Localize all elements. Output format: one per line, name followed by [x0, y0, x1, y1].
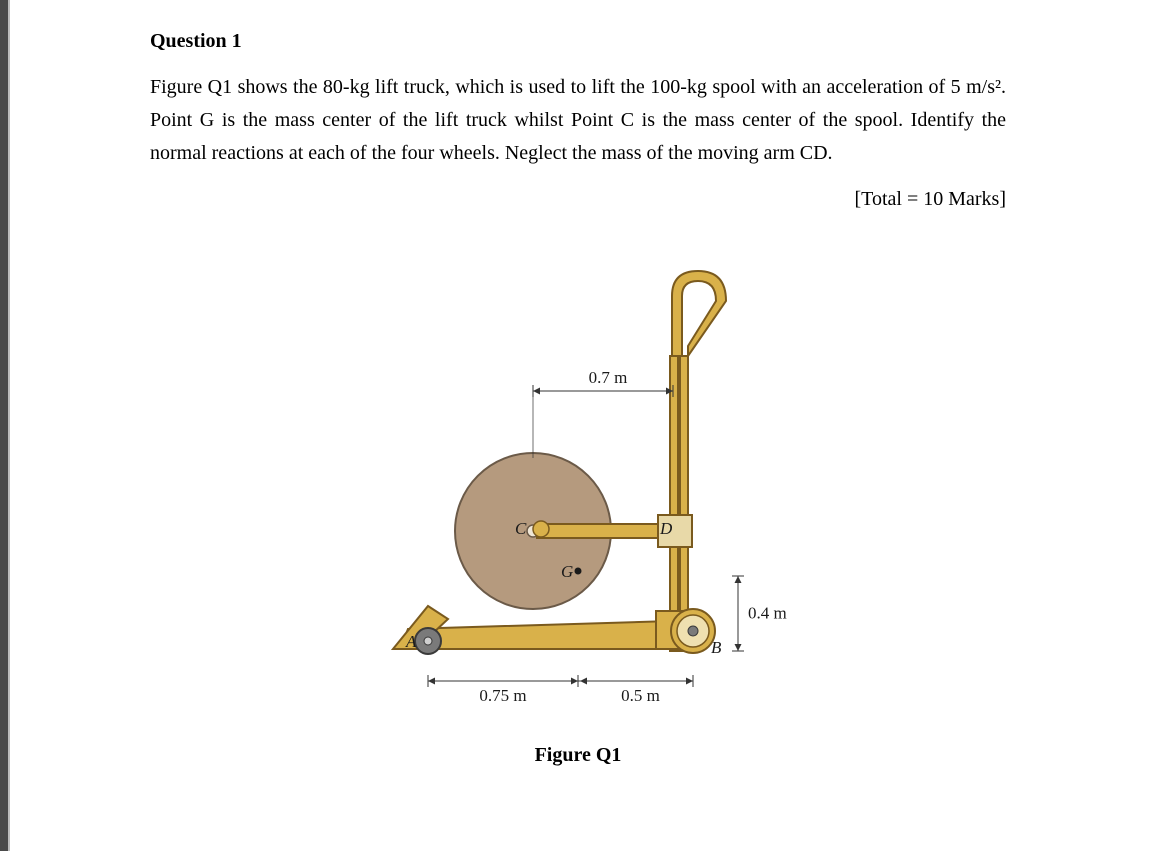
svg-text:0.7 m: 0.7 m: [589, 368, 628, 387]
svg-text:A: A: [405, 632, 417, 651]
svg-text:0.5 m: 0.5 m: [621, 686, 660, 705]
figure-caption: Figure Q1: [368, 744, 788, 767]
svg-text:0.75 m: 0.75 m: [479, 686, 526, 705]
figure-diagram: 0.7 m 0.4 m 0.75 m 0.5 m A B C D G: [368, 251, 788, 721]
page-left-border: [0, 0, 8, 851]
figure-area: 0.7 m 0.4 m 0.75 m 0.5 m A B C D G Figure Q1: [150, 251, 1006, 767]
question-title: Question 1: [150, 30, 1006, 53]
svg-text:G: G: [561, 562, 573, 581]
page-content: Question 1 Figure Q1 shows the 80-kg lif…: [0, 0, 1156, 787]
svg-text:B: B: [711, 638, 722, 657]
question-body: Figure Q1 shows the 80-kg lift truck, wh…: [150, 71, 1006, 170]
svg-text:0.4 m: 0.4 m: [748, 604, 787, 623]
svg-text:D: D: [659, 519, 673, 538]
svg-text:C: C: [515, 519, 527, 538]
question-marks: [Total = 10 Marks]: [150, 188, 1006, 211]
